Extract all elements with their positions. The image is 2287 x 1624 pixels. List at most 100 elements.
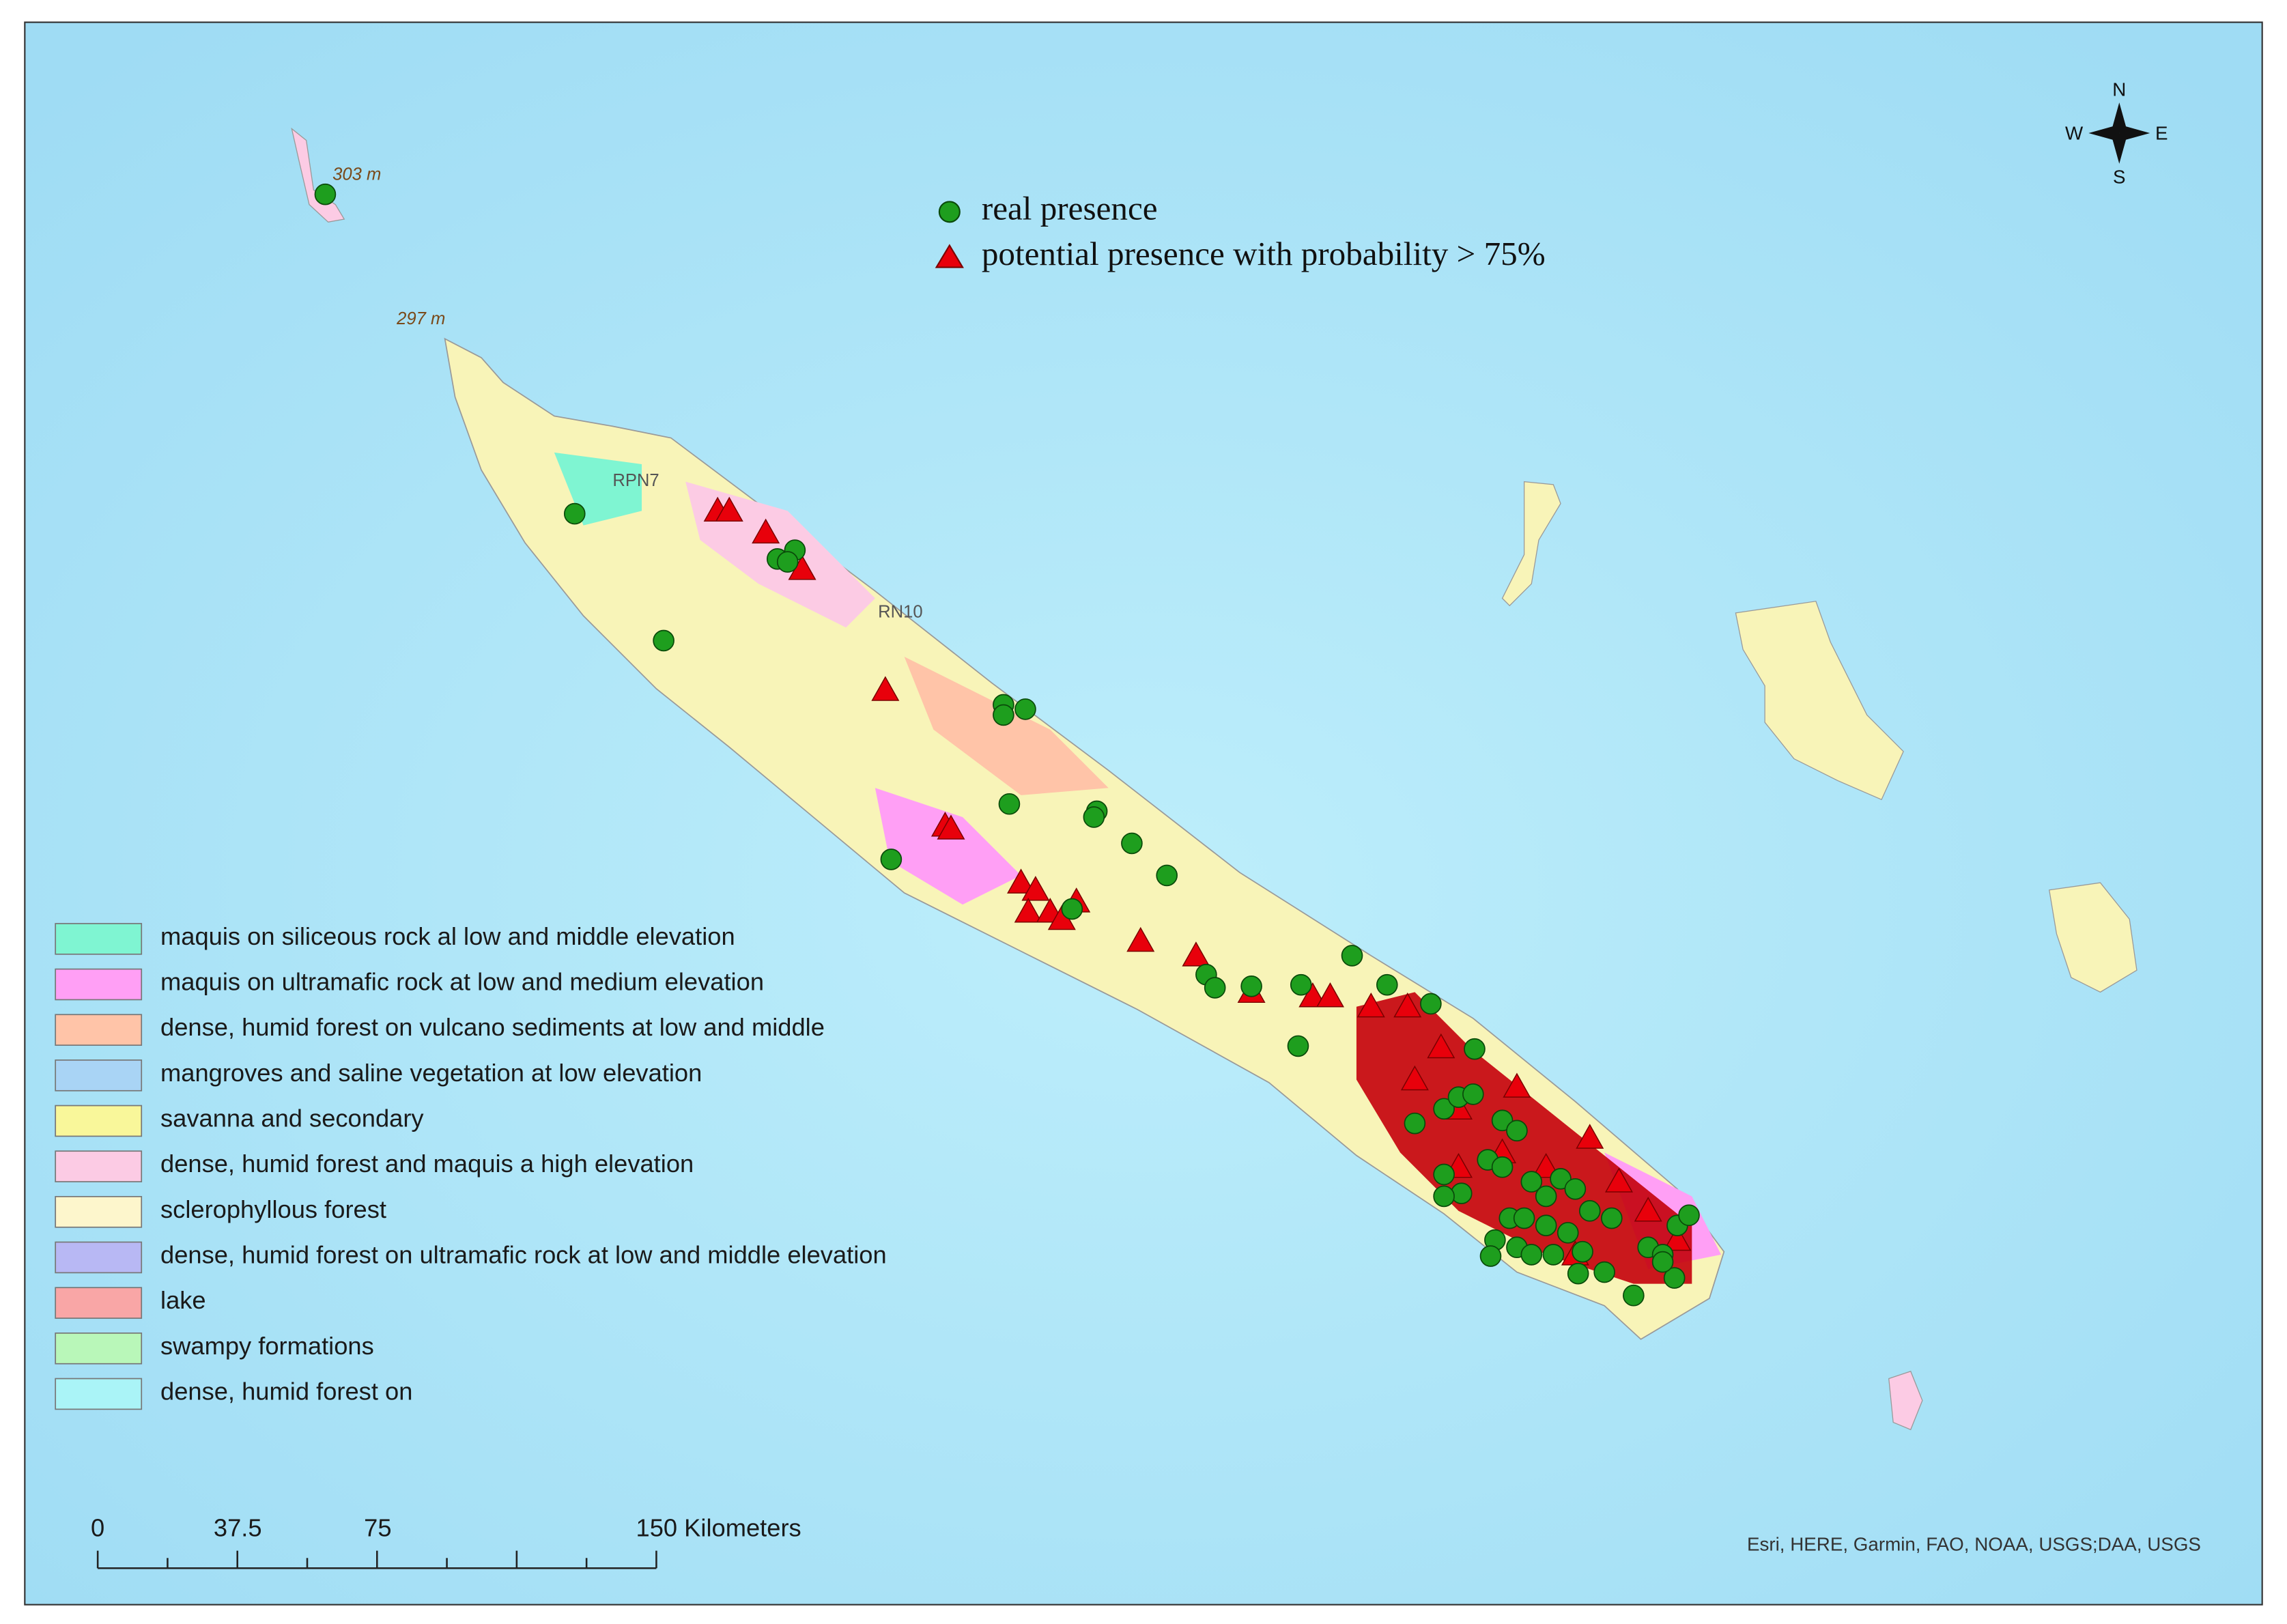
scale-bar: 0 37.5 75 150 Kilometers — [91, 1513, 801, 1569]
real-presence — [1678, 1204, 1700, 1227]
real-presence — [1014, 698, 1036, 720]
map-labels: 303 m 297 m RPN7 RN10 — [332, 165, 923, 621]
compass-n: N — [2112, 79, 2126, 100]
real-presence — [1535, 1185, 1557, 1208]
compass-needle — [2119, 126, 2150, 141]
potential-presence — [1316, 982, 1344, 1008]
real-presence — [1513, 1207, 1535, 1229]
potential-presence — [1400, 1065, 1429, 1091]
legend-label: dense, humid forest on ultramafic rock a… — [160, 1241, 887, 1269]
legend-label: savanna and secondary — [160, 1105, 424, 1132]
compass: N E S W — [2065, 79, 2168, 187]
potential-presence — [752, 518, 780, 544]
islet-lifou — [1735, 601, 1904, 801]
legend-swatch — [55, 1150, 143, 1182]
islet-mare — [2049, 882, 2137, 993]
legend-triangle — [935, 244, 964, 268]
real-presence — [1479, 1245, 1502, 1267]
legend-label: potential presence with probability > 75… — [982, 235, 1546, 272]
real-presence — [1240, 975, 1262, 997]
real-presence — [1121, 832, 1143, 855]
legend-swatch — [55, 1059, 143, 1092]
attribution: Esri, HERE, Garmin, FAO, NOAA, USGS;DAA,… — [1747, 1534, 2201, 1555]
real-presence — [1564, 1178, 1587, 1200]
real-presence — [1433, 1185, 1455, 1208]
observations — [314, 183, 1700, 1307]
potential-presence — [1634, 1197, 1662, 1222]
real-presence — [1433, 1163, 1455, 1186]
potential-presence — [1393, 992, 1422, 1018]
scale-label: 150 Kilometers — [636, 1513, 801, 1541]
legend-swatch — [55, 1287, 143, 1319]
potential-presence — [1007, 868, 1036, 894]
potential-presence — [1576, 1124, 1604, 1149]
potential-presence — [937, 814, 965, 840]
real-presence — [1287, 1035, 1309, 1057]
road-label: RN10 — [878, 602, 923, 621]
real-presence — [1572, 1240, 1593, 1263]
elevation-label: 303 m — [332, 165, 381, 184]
zone-ultramafic — [875, 788, 1021, 905]
potential-presence — [715, 496, 743, 522]
real-presence — [1520, 1244, 1543, 1266]
potential-presence — [1427, 1033, 1455, 1059]
real-presence — [1404, 1112, 1426, 1135]
legend-swatch — [55, 923, 143, 955]
scale-label: 0 — [91, 1513, 104, 1541]
legend-swatch — [55, 1196, 143, 1228]
legend-label: swampy formations — [160, 1332, 374, 1360]
real-presence — [1542, 1244, 1565, 1266]
legend-swatch — [55, 1333, 143, 1365]
real-presence — [1204, 977, 1226, 999]
legend-circle — [938, 201, 961, 223]
elevation-label: 297 m — [396, 309, 445, 328]
real-presence — [1557, 1222, 1579, 1244]
compass-needle — [2088, 126, 2120, 141]
potential-presence — [871, 676, 900, 701]
potential-presence — [1356, 992, 1385, 1018]
real-presence — [880, 849, 903, 870]
potential-presence — [1298, 982, 1327, 1008]
potential-presence — [1126, 926, 1155, 952]
legend-label: sclerophyllous forest — [160, 1195, 386, 1223]
real-presence — [1651, 1251, 1674, 1273]
potential-presence — [1604, 1167, 1633, 1193]
real-presence — [776, 551, 799, 573]
real-presence — [1433, 1098, 1455, 1120]
real-presence — [1464, 1038, 1486, 1060]
points-legend: real presence potential presence with pr… — [935, 190, 1546, 272]
potential-presence — [1014, 898, 1042, 923]
compass-needle — [2112, 102, 2127, 133]
potential-presence — [1503, 1072, 1531, 1098]
real-presence — [563, 502, 586, 525]
real-presence — [1520, 1171, 1543, 1193]
legend-label: lake — [160, 1286, 206, 1314]
legend-label: dense, humid forest on vulcano sediments… — [160, 1013, 825, 1041]
legend-label: real presence — [982, 190, 1158, 227]
compass-s: S — [2113, 167, 2126, 188]
potential-presence — [1182, 941, 1210, 967]
compass-w: W — [2065, 122, 2084, 143]
legend-swatch — [55, 968, 143, 1001]
zone-vulcano — [904, 656, 1109, 795]
real-presence — [1083, 806, 1105, 828]
real-presence — [1663, 1267, 1686, 1289]
potential-presence — [1663, 1225, 1692, 1251]
real-presence — [1061, 898, 1083, 920]
legend-swatch — [55, 1378, 143, 1410]
real-presence — [1506, 1120, 1528, 1142]
legend-label: mangroves and saline vegetation at low e… — [160, 1059, 702, 1087]
real-presence — [1420, 993, 1442, 1015]
potential-presence — [1532, 1152, 1561, 1178]
real-presence — [653, 629, 674, 652]
scale-label: 37.5 — [214, 1513, 262, 1541]
real-presence — [1623, 1284, 1645, 1307]
legend-swatch — [55, 1105, 143, 1137]
real-presence — [1593, 1261, 1615, 1283]
real-presence — [314, 183, 337, 205]
potential-presence — [1021, 876, 1050, 901]
road-label: RPN7 — [612, 471, 659, 490]
legend: maquis on siliceous rock al low and midd… — [55, 922, 887, 1410]
compass-needle — [2112, 132, 2127, 164]
